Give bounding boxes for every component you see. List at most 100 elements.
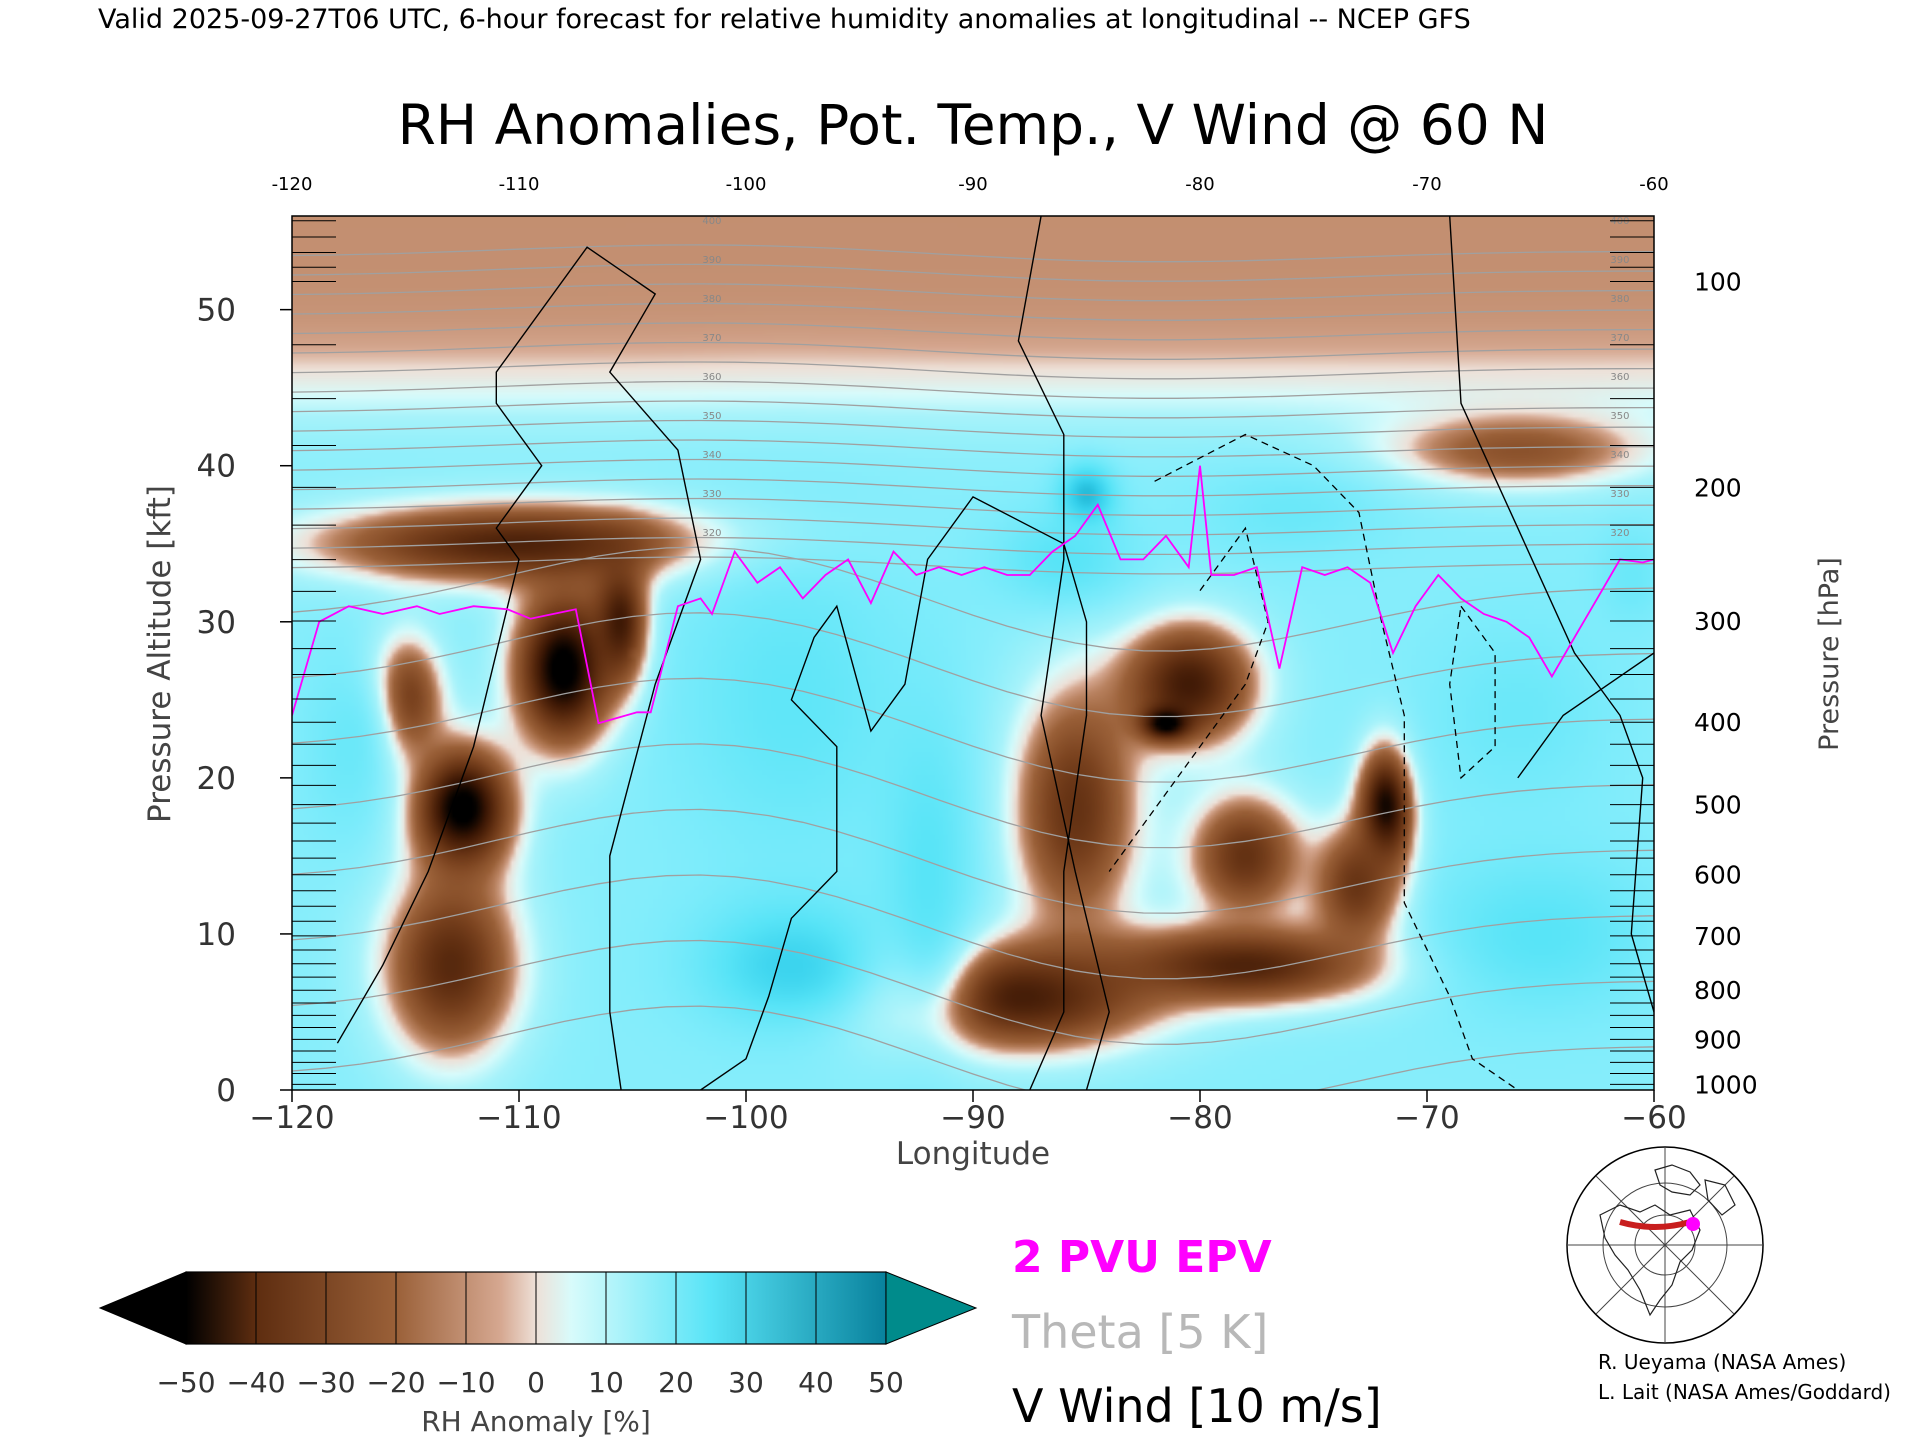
pressure-tick-label: 1000 [1694, 1070, 1758, 1099]
theta-contour-label: 330 [702, 489, 721, 500]
theta-contour [292, 497, 1654, 516]
theta-contour [292, 517, 1654, 536]
theta-contour [292, 361, 1654, 380]
v-wind-negative-contour [1154, 433, 1519, 1090]
pressure-tick-label: 900 [1694, 1025, 1742, 1054]
chart-title: RH Anomalies, Pot. Temp., V Wind @ 60 N [398, 93, 1549, 157]
theta-contour [292, 478, 1654, 497]
colorbar-tick-label: −10 [436, 1366, 495, 1399]
colorbar: −50 −40 −30 −20 −10 0 10 20 30 40 50 RH Anomaly [%… [98, 1271, 978, 1438]
top-tick-label: -110 [499, 174, 540, 195]
x-axis-label: Longitude [896, 1136, 1050, 1172]
legend-theta: Theta [5 K] [1011, 1305, 1268, 1359]
top-tick-label: -120 [272, 174, 313, 195]
colorbar-tick-label: 50 [868, 1366, 904, 1399]
x-tick-label: −110 [476, 1100, 561, 1136]
y-tick-label: 40 [197, 449, 236, 485]
pressure-tick-label: 500 [1694, 791, 1742, 820]
colorbar-tick-label: 10 [588, 1366, 624, 1399]
pressure-tick-label: 600 [1694, 861, 1742, 890]
theta-contour-label: 350 [702, 411, 721, 422]
theta-contour [292, 322, 1654, 341]
theta-contour-label: 420 [1610, 138, 1629, 149]
theta-contour-label: 380 [1610, 294, 1629, 305]
x-axis: −120 −110 −100 −90 −80 −70 −60 [249, 1090, 1687, 1136]
colorbar-tick-label: 0 [527, 1366, 545, 1399]
y-tick-label: 30 [197, 605, 236, 641]
v-wind-positive-contour [700, 496, 1088, 1090]
colorbar-high-arrow [885, 1271, 978, 1345]
theta-contour-label: 370 [1610, 333, 1629, 344]
top-tick-label: -80 [1185, 174, 1214, 195]
x-tick-label: −90 [940, 1100, 1005, 1136]
legend-pv: 2 PVU EPV [1012, 1232, 1272, 1283]
theta-contour [292, 1005, 1654, 1090]
top-tick-label: -100 [726, 174, 767, 195]
theta-contour [292, 546, 1654, 652]
credit-line-2: L. Lait (NASA Ames/Goddard) [1598, 1380, 1891, 1404]
credit-line-1: R. Ueyama (NASA Ames) [1598, 1350, 1846, 1374]
theta-contour-label: 320 [1610, 528, 1629, 539]
rh-anomaly-heatmap [292, 216, 1654, 1090]
x-tick-label: −70 [1394, 1100, 1459, 1136]
x-axis-top: -120 -110 -100 -90 -80 -70 -60 [272, 174, 1669, 195]
colorbar-low-arrow [98, 1271, 187, 1345]
theta-contour-label: 370 [702, 333, 721, 344]
colorbar-label: RH Anomaly [%] [421, 1405, 651, 1438]
pressure-axis: 1000 900 800 700 600 500 400 300 200 100 [1694, 267, 1758, 1099]
theta-contour-label: 410 [702, 177, 721, 188]
pv2-contour [292, 465, 1654, 725]
colorbar-tick-labels: −50 −40 −30 −20 −10 0 10 20 30 40 50 [156, 1366, 903, 1399]
theta-contour-label: 340 [702, 450, 721, 461]
theta-contour [292, 263, 1654, 282]
legend: 2 PVU EPV Theta [5 K] V Wind [10 m/s] [1011, 1232, 1382, 1433]
pressure-tick-label: 700 [1694, 922, 1742, 951]
legend-vwind: V Wind [10 m/s] [1012, 1379, 1382, 1433]
theta-contour [292, 244, 1654, 263]
v-wind-negative-contour [1449, 605, 1496, 780]
colorbar-tick-label: −50 [156, 1366, 215, 1399]
locator-meridian [1595, 1175, 1735, 1315]
colorbar-tick-label: −20 [366, 1366, 425, 1399]
top-tick-label: -90 [958, 174, 987, 195]
theta-contour [292, 380, 1654, 399]
colorbar-tick-label: 40 [798, 1366, 834, 1399]
colorbar-tick-label: −40 [226, 1366, 285, 1399]
theta-contour-label: 330 [1610, 489, 1629, 500]
pressure-tick-label: 800 [1694, 976, 1742, 1005]
v-wind-zero-contour [1449, 216, 1654, 1013]
plot-area: 320 320 330 330 340 340 350 350 360 360 370 370 380 3… [291, 138, 1655, 1091]
theta-contour [292, 283, 1654, 302]
v-wind-positive-contour [1517, 652, 1654, 779]
theta-contour-label: 400 [702, 216, 721, 227]
v-wind-negative-contour [1108, 526, 1269, 872]
pressure-tick-label: 400 [1694, 708, 1742, 737]
theta-contour [292, 341, 1654, 360]
theta-contour-label: 400 [1610, 216, 1629, 227]
y-tick-label: 50 [197, 293, 236, 329]
theta-contour [292, 458, 1654, 477]
theta-contour [292, 536, 1654, 556]
theta-contour [292, 743, 1654, 849]
theta-contour [292, 400, 1654, 419]
theta-contour [292, 939, 1654, 1045]
y-axis-label: Pressure Altitude [kft] [142, 485, 178, 823]
header-valid-line: Valid 2025-09-27T06 UTC, 6-hour forecast… [98, 4, 1471, 35]
theta-contour-label: 390 [702, 255, 721, 266]
theta-contour [292, 612, 1654, 718]
theta-contour-label: 350 [1610, 411, 1629, 422]
pressure-tick-marks [292, 220, 1654, 1085]
top-tick-label: -60 [1639, 174, 1668, 195]
theta-contour-label: 360 [702, 372, 721, 383]
theta-contour [292, 419, 1654, 438]
y-tick-label: 0 [216, 1073, 236, 1109]
pressure-axis-label: Pressure [hPa] [1814, 557, 1845, 751]
colorbar-tick-label: 30 [728, 1366, 764, 1399]
colorbar-tick-label: −30 [296, 1366, 355, 1399]
y-tick-label: 10 [197, 917, 236, 953]
y-tick-label: 20 [197, 761, 236, 797]
top-tick-label: -70 [1412, 174, 1441, 195]
locator-map [1566, 1146, 1764, 1344]
colorbar-tick-label: 20 [658, 1366, 694, 1399]
